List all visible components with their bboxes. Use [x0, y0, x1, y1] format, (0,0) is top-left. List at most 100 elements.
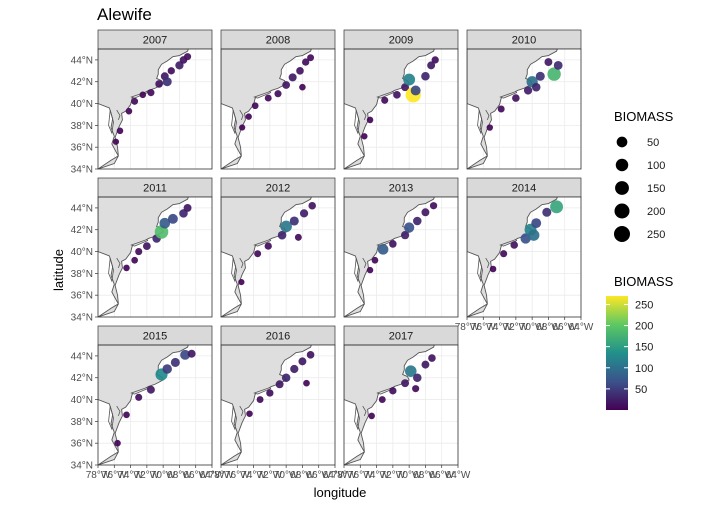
x-tick-label: 70°W: [397, 470, 422, 481]
data-point: [306, 351, 315, 359]
panel-border: [97, 196, 213, 318]
y-tick-label: 38°N: [71, 121, 93, 132]
panel-strip-label: 2017: [389, 331, 413, 343]
color-legend-label: 200: [635, 321, 653, 333]
x-tick-label: 76°W: [225, 470, 250, 481]
color-legend-title: BIOMASS: [614, 274, 674, 289]
panel-strip-label: 2012: [266, 183, 290, 195]
panel-border: [343, 196, 459, 318]
data-point: [175, 61, 184, 70]
y-tick-label: 40°N: [71, 99, 93, 110]
data-point: [245, 113, 252, 120]
panel-border: [97, 48, 213, 170]
data-point: [162, 77, 172, 87]
data-point: [403, 222, 415, 233]
y-tick-label: 34°N: [71, 313, 93, 324]
panel-2014: 2014 78°W76°W74°W72°W70°W68°W66°W64°W: [455, 177, 594, 333]
bay-outline: [362, 405, 367, 417]
y-tick-label: 40°N: [71, 247, 93, 258]
panel-2008: 2008: [220, 29, 336, 170]
panel-2009: 2009: [343, 29, 459, 170]
size-legend-key: [615, 181, 629, 195]
x-tick-label: 76°W: [471, 322, 496, 333]
data-point: [410, 85, 421, 96]
x-tick-label: 70°W: [274, 470, 299, 481]
y-tick-label: 34°N: [71, 165, 93, 176]
size-legend-key: [616, 136, 628, 148]
x-tick-label: 74°W: [118, 470, 143, 481]
y-tick-label: 44°N: [71, 55, 93, 66]
data-point: [421, 360, 430, 369]
data-point: [421, 208, 430, 217]
panel-2012: 2012: [220, 177, 336, 318]
data-point: [429, 202, 438, 210]
panel-border: [466, 196, 582, 318]
coastline-map: [467, 197, 558, 317]
data-point: [500, 250, 508, 258]
land-polygon: [221, 345, 312, 465]
island-polygon: [130, 239, 149, 247]
y-tick-label: 34°N: [71, 461, 93, 472]
points-group: [239, 54, 315, 131]
data-point: [378, 396, 386, 404]
data-point: [239, 124, 246, 131]
x-tick-label: 66°W: [183, 470, 208, 481]
points-group: [114, 349, 196, 447]
y-tick-label: 42°N: [71, 225, 93, 236]
panel-strip-label: 2015: [143, 331, 167, 343]
size-legend-key: [615, 158, 629, 172]
x-tick-label: 74°W: [364, 470, 389, 481]
panel-border: [220, 344, 336, 466]
points-group: [112, 53, 192, 145]
data-point: [281, 373, 291, 382]
data-point: [167, 67, 175, 75]
y-tick-label: 38°N: [71, 417, 93, 428]
panel-strip-label: 2016: [266, 331, 290, 343]
data-point: [389, 240, 397, 248]
data-point: [251, 102, 259, 110]
data-point: [123, 411, 130, 419]
island-polygon: [499, 91, 518, 99]
y-tick-label: 38°N: [71, 269, 93, 280]
data-point: [412, 385, 420, 393]
data-point: [553, 60, 563, 70]
panel-strip-label: 2013: [389, 183, 413, 195]
data-point: [170, 357, 180, 367]
points-group: [361, 56, 439, 140]
x-tick-label: 74°W: [487, 322, 512, 333]
island-polygon: [253, 387, 272, 395]
color-legend-label: 100: [635, 363, 653, 375]
x-tick-label: 64°W: [323, 470, 348, 481]
x-axis-title: longitude: [314, 485, 367, 500]
panel-2011: 2011 34°N 36°N 38°N 40°N 42°N 44°N: [71, 177, 213, 324]
panel-2010: 2010: [466, 29, 582, 170]
y-tick-label: 36°N: [71, 143, 93, 154]
panel-border: [343, 48, 459, 170]
panel-strip-label: 2011: [143, 183, 167, 195]
y-tick-label: 42°N: [71, 373, 93, 384]
data-point: [275, 380, 284, 389]
land-polygon: [344, 197, 435, 317]
data-point: [147, 89, 155, 97]
land-polygon: [221, 49, 312, 169]
x-tick-label: 78°W: [332, 470, 357, 481]
x-tick-label: 68°W: [290, 470, 315, 481]
points-group: [489, 200, 564, 273]
data-point: [486, 124, 494, 131]
data-point: [421, 72, 430, 81]
data-point: [264, 242, 272, 250]
island-polygon: [499, 239, 518, 247]
data-point: [535, 71, 545, 81]
bay-outline: [362, 109, 367, 121]
data-point: [264, 94, 272, 102]
data-point: [528, 229, 540, 241]
x-tick-label: 68°W: [536, 322, 561, 333]
land-polygon: [221, 197, 312, 317]
data-point: [366, 266, 374, 274]
data-point: [154, 225, 169, 239]
data-point: [431, 56, 439, 64]
points-group: [366, 202, 438, 274]
bay-outline: [477, 109, 483, 135]
data-point: [299, 83, 306, 91]
panel-strip-label: 2007: [143, 35, 167, 47]
